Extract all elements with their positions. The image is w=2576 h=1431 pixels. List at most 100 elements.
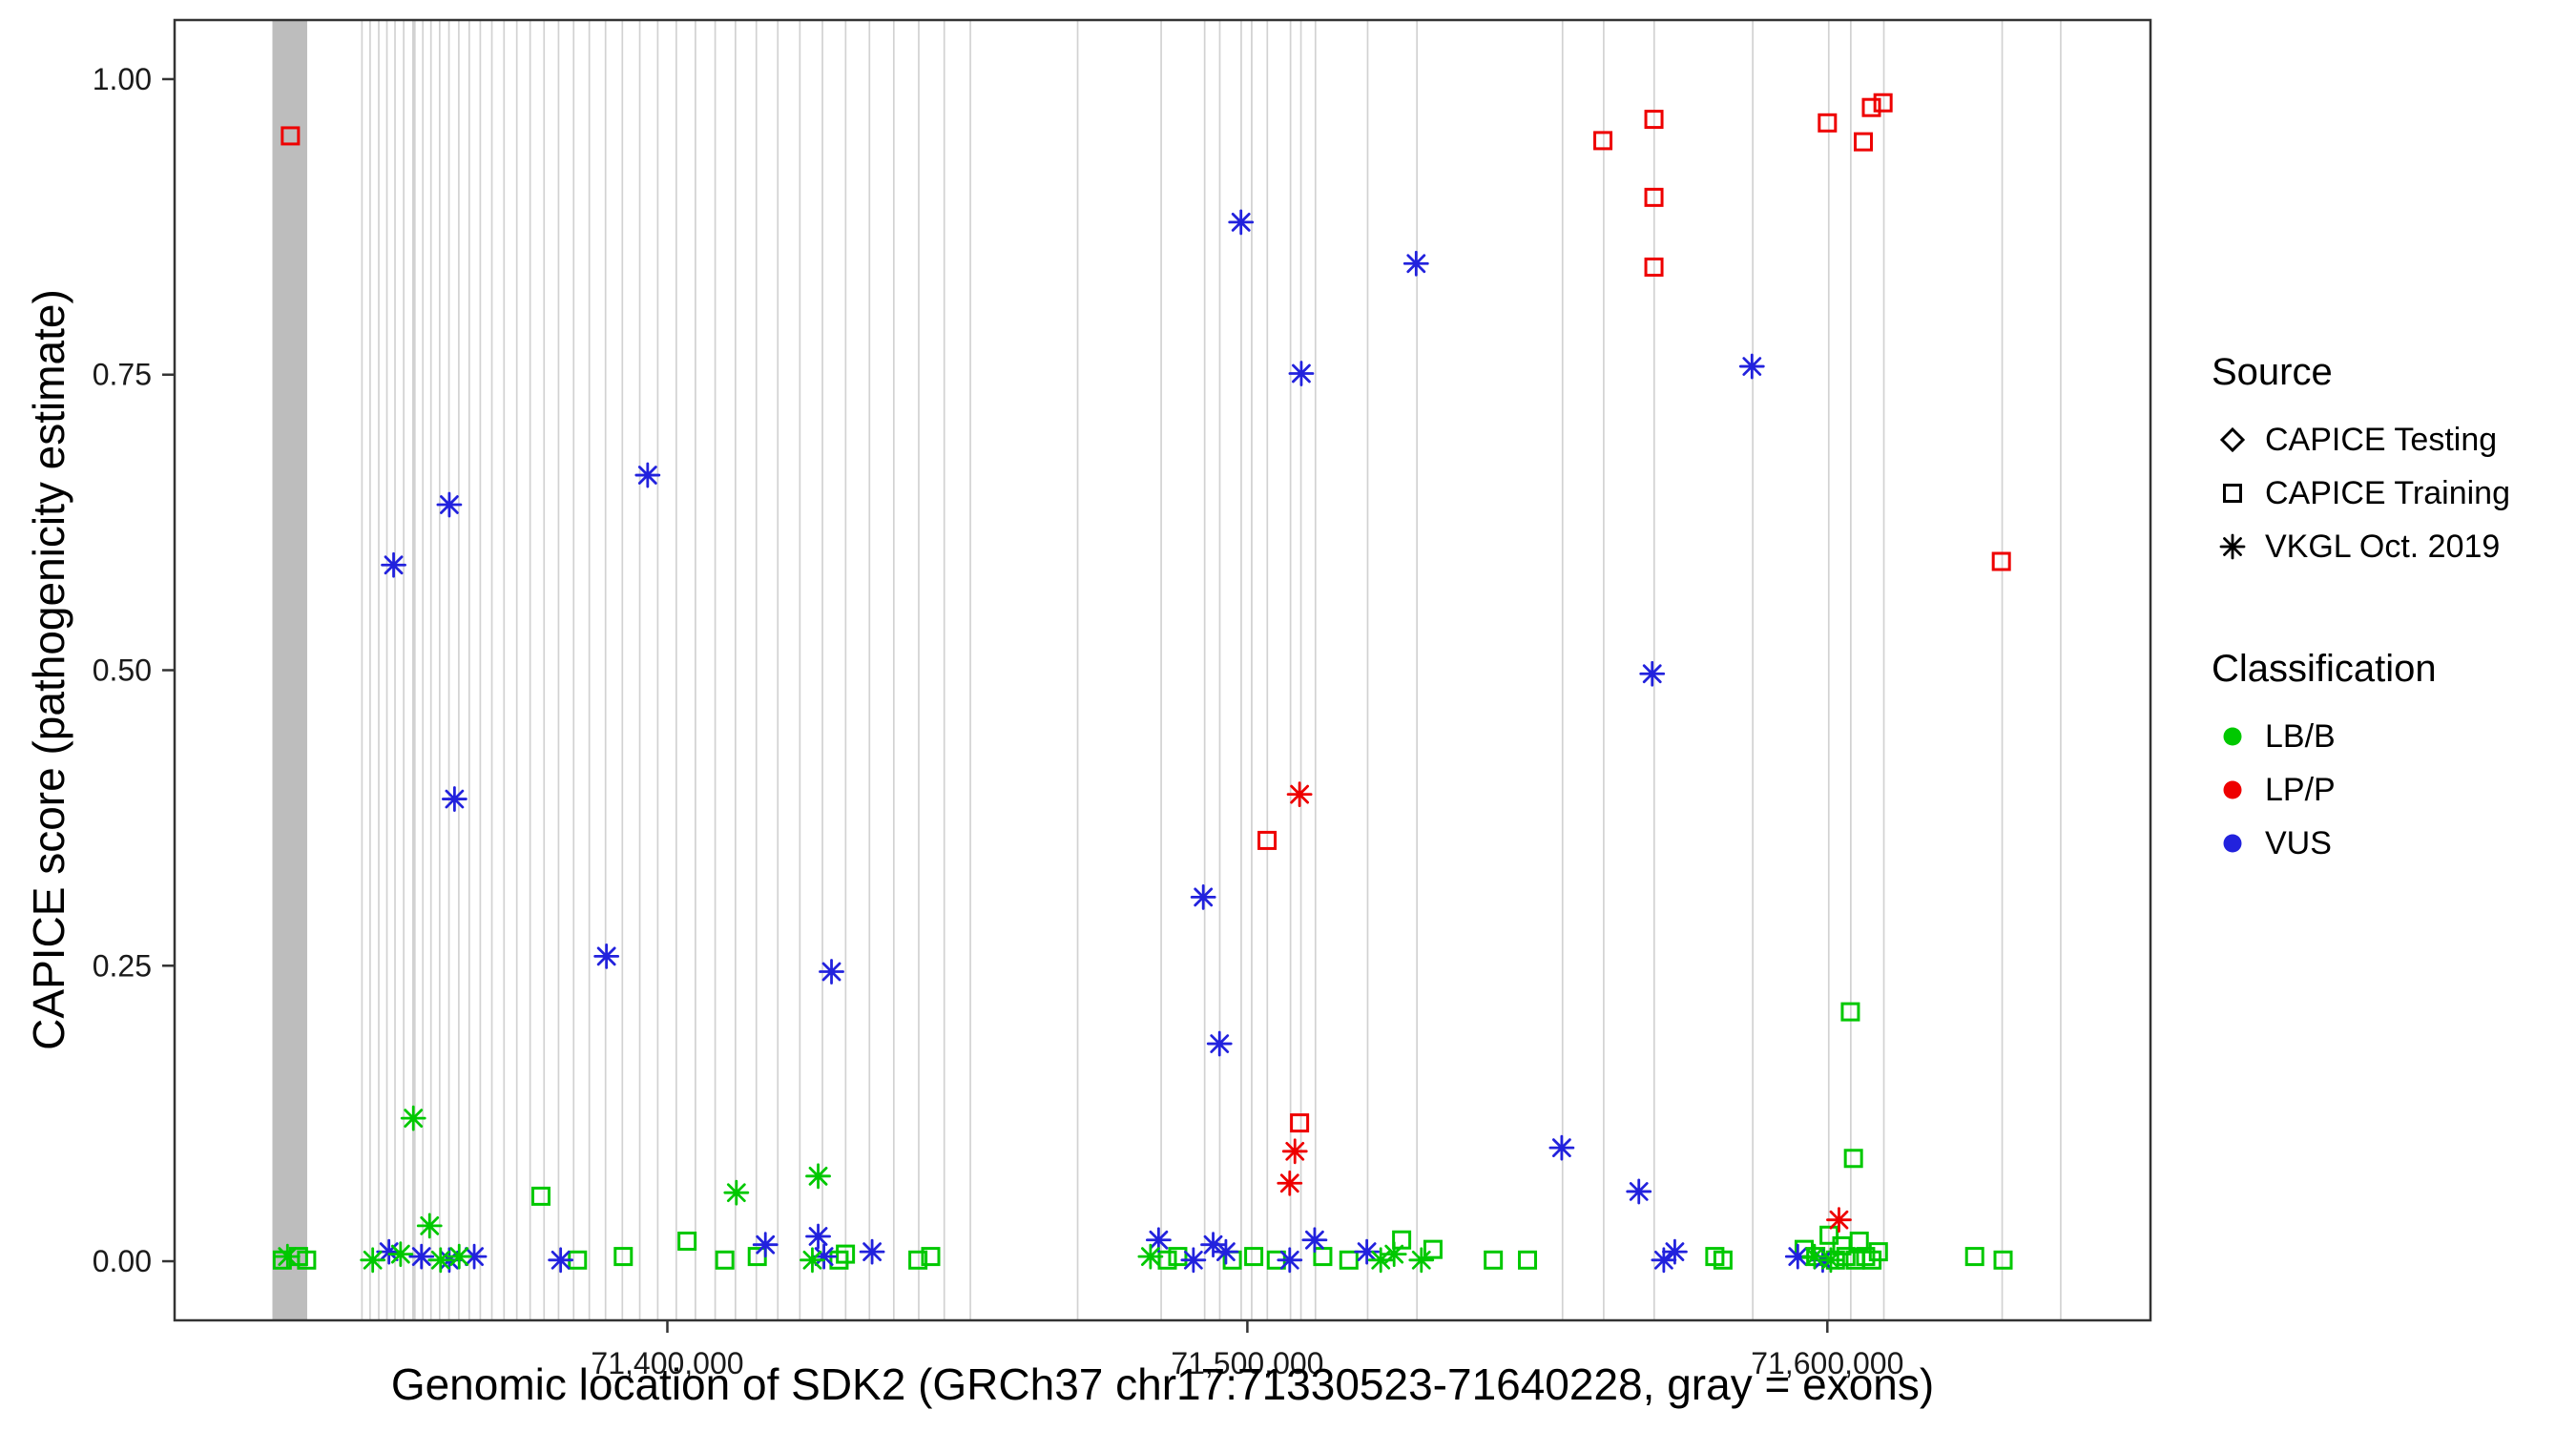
exon-band [515, 20, 518, 1320]
exon-band [2060, 20, 2062, 1320]
circle-filled-icon [2223, 834, 2242, 853]
data-point [677, 1231, 697, 1251]
data-point [1381, 1241, 1407, 1268]
exon-band [1416, 20, 1419, 1320]
exon-band [543, 20, 546, 1320]
legend-item-vkgl-oct-2019: VKGL Oct. 2019 [2212, 520, 2510, 573]
data-point [1354, 1238, 1381, 1265]
data-point [1738, 353, 1765, 380]
data-point [1244, 1247, 1264, 1267]
data-point [1993, 1250, 2013, 1270]
data-point [715, 1250, 735, 1270]
exon-band [385, 20, 388, 1320]
data-point [1180, 1247, 1207, 1274]
data-point [1873, 93, 1893, 113]
exon-band [557, 20, 560, 1320]
exon-band [735, 20, 737, 1320]
data-point [441, 786, 467, 812]
exon-band [467, 20, 470, 1320]
exon-band [714, 20, 717, 1320]
data-point [1408, 1247, 1435, 1274]
exon-band [638, 20, 641, 1320]
exon-band [1561, 20, 1564, 1320]
x-tick-label: 71,600,000 [1751, 1346, 1903, 1380]
data-point [1423, 1239, 1443, 1259]
data-point [1644, 257, 1664, 277]
data-point [723, 1179, 750, 1206]
exon-band [621, 20, 624, 1320]
data-point [387, 1241, 414, 1268]
exon-band [394, 20, 396, 1320]
exon-band [1850, 20, 1852, 1320]
data-point [1157, 1250, 1177, 1270]
data-point [1819, 1225, 1839, 1245]
data-point [1991, 551, 2011, 571]
data-point [548, 1247, 574, 1274]
exon-band [1289, 20, 1292, 1320]
legend-title-source: Source [2212, 351, 2333, 393]
data-point [811, 1243, 838, 1270]
data-point [2219, 426, 2246, 453]
data-point [829, 1250, 849, 1270]
data-point [1713, 1250, 1733, 1270]
exon-band [892, 20, 895, 1320]
exon-band [777, 20, 779, 1320]
exon-band [378, 20, 380, 1320]
exon-band [799, 20, 801, 1320]
exon-band [1827, 20, 1830, 1320]
legend-item-label: CAPICE Testing [2265, 421, 2498, 458]
data-point [274, 1243, 301, 1270]
exon-band [1266, 20, 1269, 1320]
data-point [634, 462, 661, 488]
exon-band [412, 20, 416, 1320]
legend-group-source: Source CAPICE Testing CAPICE Training VKGL… [2212, 351, 2510, 573]
data-point [2219, 533, 2246, 560]
data-point [1367, 1247, 1394, 1274]
legend-item-label: LB/B [2265, 717, 2336, 755]
exon-band [868, 20, 871, 1320]
exon-band [369, 20, 371, 1320]
data-point [1168, 1247, 1188, 1267]
data-point [1145, 1227, 1172, 1254]
x-axis-title: Genomic location of SDK2 (GRCh37 chr17:7… [390, 1359, 1935, 1409]
data-point [2223, 780, 2242, 799]
data-point [1840, 1002, 1860, 1022]
exon-band [1218, 20, 1221, 1320]
data-point [1228, 209, 1255, 236]
data-point [1826, 1207, 1852, 1234]
data-point [2223, 484, 2242, 503]
data-point [613, 1247, 634, 1267]
x-tick-label: 71,400,000 [591, 1346, 743, 1380]
data-point [819, 959, 844, 985]
exon-band [438, 20, 441, 1320]
data-point [1854, 132, 1874, 152]
y-axis-title: CAPICE score (pathogenicity estimate) [24, 289, 73, 1050]
legend-item-lb-b: LB/B [2212, 710, 2510, 763]
data-point [1137, 1243, 1164, 1270]
data-point [908, 1250, 928, 1270]
data-point [1313, 1247, 1333, 1267]
exon-band [844, 20, 847, 1320]
exon-band [272, 20, 307, 1320]
data-point [1651, 1247, 1677, 1274]
diamond-open-icon [2219, 426, 2246, 453]
data-point [1518, 1250, 1538, 1270]
data-point [1286, 781, 1313, 808]
exon-band [1251, 20, 1253, 1320]
exon-band [943, 20, 945, 1320]
data-point [1190, 884, 1216, 910]
data-point [1662, 1238, 1688, 1265]
exon-band [1314, 20, 1317, 1320]
data-point [400, 1105, 426, 1131]
asterisk-icon [2219, 533, 2246, 560]
data-point [1964, 1247, 1984, 1267]
data-point [1818, 113, 1838, 133]
exon-band [479, 20, 482, 1320]
data-point [805, 1223, 831, 1250]
exon-band [403, 20, 405, 1320]
series-lb-b-vkgl-oct-2019 [274, 1105, 1844, 1274]
series-lp-p-capice-training [280, 93, 2011, 1133]
data-point [1801, 1243, 1828, 1270]
